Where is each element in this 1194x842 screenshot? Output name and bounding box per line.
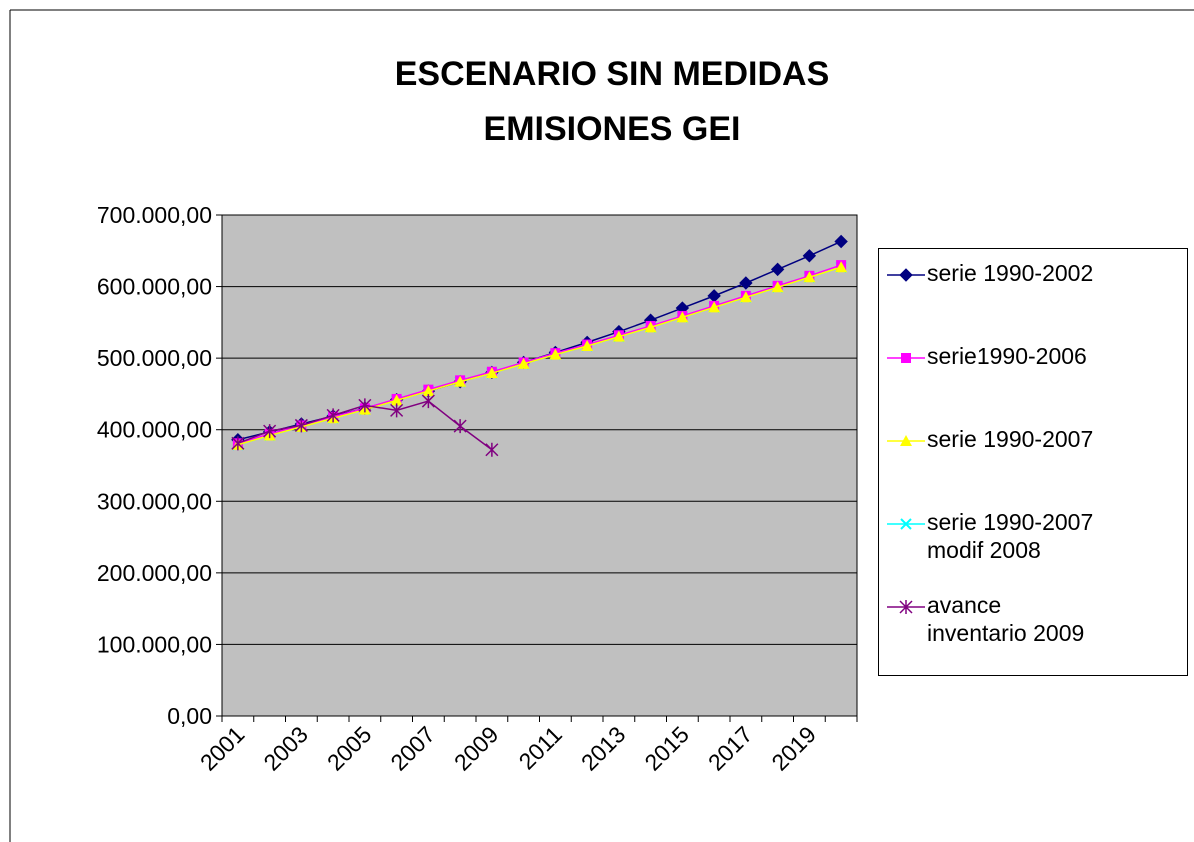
marker: [676, 311, 689, 323]
x-tick-label: 2009: [449, 721, 504, 776]
marker: [708, 301, 721, 313]
legend-item: serie 1990-2007 modif 2008: [885, 508, 1187, 591]
marker: [770, 262, 785, 277]
marker: [900, 435, 912, 446]
marker: [900, 518, 912, 530]
legend-item: avance inventario 2009: [885, 591, 1187, 674]
legend-label: serie 1990-2007: [927, 426, 1094, 452]
series-line: [237, 266, 842, 446]
x-tick-label: 2003: [258, 721, 313, 776]
marker: [231, 436, 245, 451]
x-tick-label: 2007: [385, 721, 440, 776]
marker: [294, 418, 308, 433]
x-tick-label: 2017: [703, 721, 758, 776]
x-tick-label: 2019: [766, 721, 821, 776]
chart-title: EMISIONES GEI: [484, 110, 741, 148]
marker: [899, 268, 913, 282]
legend-swatch: [887, 600, 925, 614]
marker: [422, 385, 435, 397]
y-tick-label: 600.000,00: [97, 274, 212, 300]
marker: [803, 271, 816, 283]
marker: [263, 424, 277, 439]
legend-label: serie 1990-2007 modif 2008: [927, 509, 1094, 563]
marker: [581, 339, 594, 351]
legend-item: serie 1990-2002: [885, 259, 1187, 342]
y-tick-label: 400.000,00: [97, 417, 212, 443]
y-tick-label: 100.000,00: [97, 631, 212, 657]
marker: [644, 321, 657, 333]
legend-swatch: [887, 353, 925, 363]
legend-item: serie1990-2006: [885, 342, 1187, 425]
y-tick-label: 700.000,00: [97, 202, 212, 228]
marker: [834, 234, 848, 249]
marker: [739, 291, 752, 303]
marker: [358, 398, 372, 413]
marker: [485, 367, 498, 379]
plot-area: [221, 214, 858, 717]
marker: [771, 281, 784, 293]
marker: [739, 276, 753, 290]
legend-label: serie1990-2006: [927, 343, 1087, 369]
x-tick-label: 2005: [322, 721, 377, 776]
marker: [517, 357, 530, 369]
series-line: [237, 264, 842, 445]
marker: [326, 408, 340, 423]
y-tick-label: 300.000,00: [97, 488, 212, 514]
marker: [485, 442, 499, 457]
legend-swatch: [887, 518, 925, 530]
legend-swatch: [887, 435, 925, 446]
marker: [901, 353, 911, 363]
marker: [454, 375, 467, 387]
marker: [390, 403, 404, 418]
legend-label: avance inventario 2009: [927, 592, 1085, 646]
x-tick-label: 2015: [639, 721, 694, 776]
marker: [899, 600, 913, 614]
marker: [421, 394, 435, 409]
marker: [549, 348, 562, 360]
x-tick-label: 2011: [514, 721, 567, 774]
legend: serie 1990-2002 serie1990-2006 serie 1990-…: [878, 248, 1188, 676]
legend-swatch: [887, 268, 925, 282]
legend-label: serie 1990-2002: [927, 260, 1094, 286]
marker: [453, 419, 467, 434]
x-tick-label: 2013: [576, 721, 631, 776]
y-tick-label: 0,00: [167, 703, 212, 729]
y-tick-label: 200.000,00: [97, 560, 212, 586]
marker: [802, 249, 817, 263]
x-tick-label: 2001: [195, 721, 250, 776]
marker: [390, 394, 403, 406]
marker: [835, 261, 848, 273]
y-tick-label: 500.000,00: [97, 345, 212, 371]
legend-item: serie 1990-2007: [885, 425, 1187, 508]
chart-title: ESCENARIO SIN MEDIDAS: [395, 55, 830, 93]
marker: [612, 330, 625, 342]
